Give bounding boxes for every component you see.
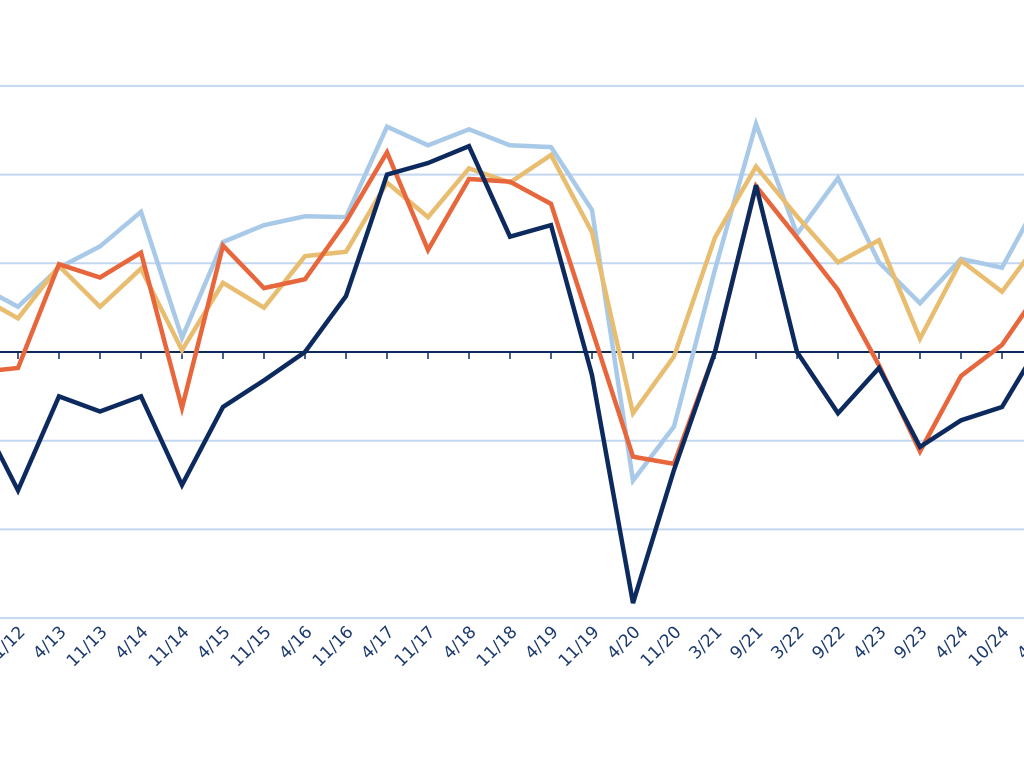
x-tick-label: 10/24 bbox=[965, 622, 1014, 671]
series-line bbox=[0, 147, 1024, 467]
x-tick-label: 4/23 bbox=[849, 622, 890, 663]
x-tick-label: 11/14 bbox=[145, 622, 194, 671]
x-tick-label: 9/23 bbox=[890, 622, 931, 663]
x-tick-label: 11/17 bbox=[391, 622, 440, 671]
x-tick-label: 11/20 bbox=[637, 622, 686, 671]
x-tick-label: 11/19 bbox=[555, 622, 604, 671]
series-line bbox=[0, 143, 1024, 604]
x-tick-label: 9/21 bbox=[726, 622, 767, 663]
x-tick-label: 11/13 bbox=[63, 622, 112, 671]
x-tick-label: 3/22 bbox=[767, 622, 808, 663]
x-tick-label: 11/12 bbox=[0, 622, 30, 671]
x-tick-label: 11/15 bbox=[227, 622, 276, 671]
x-tick-label: 11/16 bbox=[309, 622, 358, 671]
x-tick-label: 4/25 bbox=[1013, 622, 1024, 663]
series-line bbox=[0, 116, 1024, 487]
x-tick-label: 11/18 bbox=[473, 622, 522, 671]
x-tick-label: 9/22 bbox=[808, 622, 849, 663]
x-tick-label: 3/21 bbox=[685, 622, 726, 663]
